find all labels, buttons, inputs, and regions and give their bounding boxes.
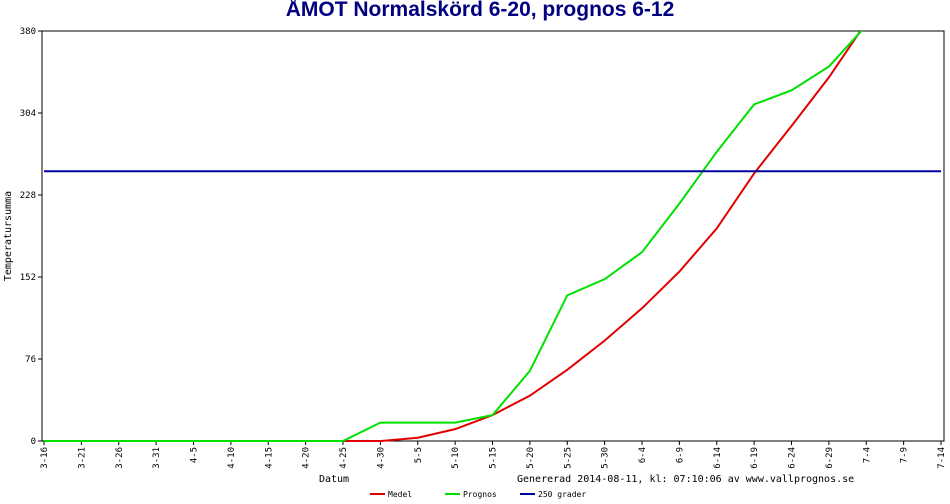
x-tick-label: 4-20 — [302, 447, 312, 469]
x-tick-label: 4-30 — [376, 447, 386, 469]
x-tick-label: 6-19 — [750, 447, 760, 469]
x-tick-label: 6-24 — [788, 447, 798, 469]
x-tick-label: 5-15 — [489, 447, 499, 469]
series-line — [44, 31, 863, 442]
series-line — [44, 31, 862, 442]
x-tick-label: 5-25 — [563, 447, 573, 469]
chart-title: ÅMOT Normalskörd 6-20, prognos 6-12 — [286, 0, 675, 21]
x-tick-label: 3-31 — [152, 447, 162, 469]
x-tick-label: 5-5 — [414, 447, 424, 463]
y-tick-label: 76 — [25, 355, 36, 365]
x-tick-label: 6-4 — [638, 447, 648, 463]
y-tick-label: 380 — [20, 27, 36, 37]
y-tick-label: 228 — [20, 191, 36, 201]
x-tick-label: 5-30 — [601, 447, 611, 469]
x-tick-label: 4-10 — [227, 447, 237, 469]
y-tick-label: 0 — [31, 437, 36, 447]
x-tick-label: 4-15 — [264, 447, 274, 469]
x-tick-label: 5-20 — [526, 447, 536, 469]
y-tick-label: 152 — [20, 273, 36, 283]
x-tick-label: 3-16 — [40, 447, 50, 469]
footer: Genererad 2014-08-11, kl: 07:10:06 av ww… — [517, 474, 854, 485]
y-axis-label: Temperatursumma — [3, 191, 14, 281]
x-tick-label: 3-21 — [77, 447, 87, 469]
plot-frame — [41, 30, 945, 442]
x-tick-label: 6-14 — [713, 447, 723, 469]
legend-label: Medel — [388, 490, 412, 499]
x-axis-label: Datum — [319, 474, 349, 485]
x-tick-label: 3-26 — [115, 447, 125, 469]
x-tick-label: 6-9 — [675, 447, 685, 463]
x-tick-label: 4-5 — [190, 447, 200, 463]
x-tick-label: 5-10 — [451, 447, 461, 469]
x-tick-label: 7-14 — [937, 447, 947, 469]
x-tick-label: 7-4 — [862, 447, 872, 463]
y-tick-label: 304 — [20, 109, 36, 119]
x-tick-label: 4-25 — [339, 447, 349, 469]
legend-label: Prognos — [463, 490, 497, 499]
legend-label: 250 grader — [538, 490, 586, 499]
plot-lines — [44, 31, 941, 442]
x-tick-label: 6-29 — [825, 447, 835, 469]
x-tick-label: 7-9 — [900, 447, 910, 463]
